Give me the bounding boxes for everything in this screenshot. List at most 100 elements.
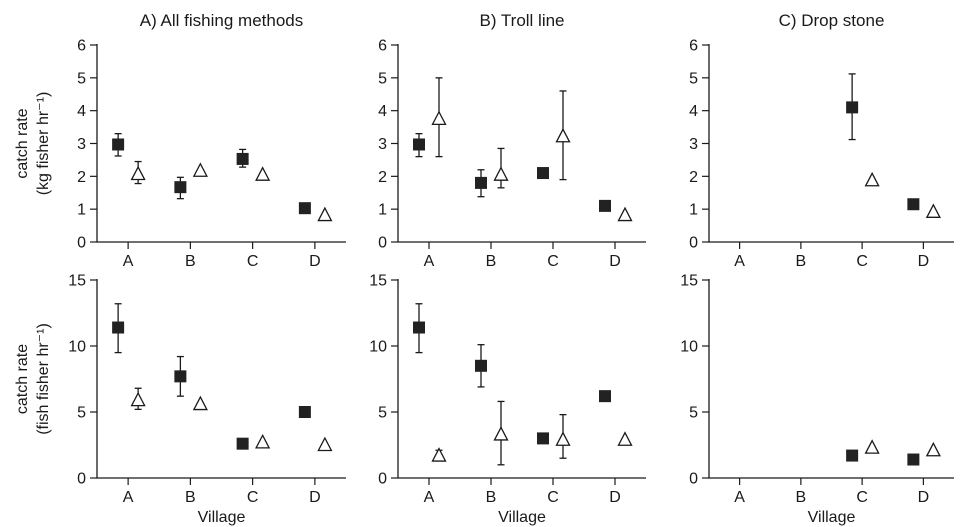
y-tick-label: 15 [369, 273, 387, 290]
data-point-triangle [864, 439, 880, 454]
x-tick-label: D [918, 489, 930, 506]
y-tick-label: 0 [378, 471, 387, 488]
data-point-triangle [317, 436, 333, 452]
y-tick-label: 5 [689, 405, 698, 422]
panel-C_kg: 0 1 2 3 4 5 6 A B C D C) Drop stone [689, 11, 954, 270]
y-tick-label: 5 [378, 70, 387, 87]
y-axis-title-line: catch rate [14, 108, 31, 178]
panel-title: B) Troll line [479, 11, 564, 30]
y-tick-label: 4 [77, 103, 86, 120]
panel-C_fish: 0 5 10 15 A B C D Village [680, 273, 954, 526]
data-point-triangle [130, 165, 146, 181]
data-point-triangle [431, 447, 447, 462]
y-tick-label: 6 [689, 38, 698, 55]
y-tick-label: 10 [680, 339, 698, 356]
y-tick-label: 0 [378, 235, 387, 252]
data-point-square [475, 359, 487, 372]
data-point-triangle [493, 166, 509, 181]
x-tick-label: B [486, 489, 497, 506]
x-tick-label: A [123, 489, 134, 506]
axis-lines [96, 279, 346, 479]
x-tick-label: C [856, 253, 868, 270]
data-point-triangle [130, 391, 146, 407]
x-tick-label: B [185, 489, 196, 506]
x-tick-label: D [918, 253, 930, 270]
panel-A_kg: 0 1 2 3 4 5 6 A B C D A) All fishing methods catch r… [14, 11, 346, 270]
data-point-square [599, 390, 611, 403]
y-tick-label: 2 [378, 169, 387, 186]
x-tick-label: B [796, 253, 807, 270]
data-point-triangle [192, 395, 208, 411]
axis-lines [397, 279, 646, 479]
x-tick-label: D [309, 489, 321, 506]
data-point-triangle [192, 162, 208, 177]
data-point-square [174, 181, 187, 194]
data-point-square [846, 449, 859, 462]
x-tick-label: A [123, 253, 134, 270]
data-point-triangle [431, 110, 447, 126]
data-point-triangle [555, 127, 571, 143]
data-point-square [907, 198, 920, 211]
panel-B_kg: 0 1 2 3 4 5 6 A B C D B) Troll line [378, 11, 646, 270]
y-tick-label: 5 [689, 70, 698, 87]
data-point-triangle [925, 203, 941, 218]
y-tick-label: 2 [689, 169, 698, 186]
x-axis-title: Village [808, 509, 856, 526]
x-tick-label: D [609, 489, 621, 506]
data-point-triangle [255, 433, 271, 449]
x-axis-title: Village [498, 509, 546, 526]
y-tick-label: 0 [77, 235, 86, 252]
data-point-square [112, 321, 125, 334]
y-tick-label: 3 [689, 136, 698, 153]
y-axis-title-line: (fish fisher hr⁻¹) [35, 323, 52, 435]
data-point-square [537, 432, 549, 445]
y-tick-label: 4 [378, 103, 387, 120]
data-point-square [413, 321, 425, 334]
y-tick-label: 3 [378, 136, 387, 153]
data-point-square [174, 370, 187, 383]
y-tick-label: 1 [77, 202, 86, 219]
y-tick-label: 15 [680, 273, 698, 290]
data-point-square [475, 176, 487, 189]
y-tick-label: 6 [77, 38, 86, 55]
data-point-triangle [555, 431, 571, 446]
x-tick-label: B [185, 253, 196, 270]
data-point-square [298, 202, 311, 215]
data-point-square [599, 199, 611, 212]
data-point-triangle [317, 206, 333, 222]
y-axis-title-line: catch rate [14, 344, 31, 414]
data-point-square [298, 406, 311, 418]
x-tick-label: C [247, 489, 259, 506]
y-tick-label: 15 [68, 273, 86, 290]
panel-title: C) Drop stone [779, 11, 885, 30]
data-point-square [236, 152, 249, 165]
y-tick-label: 10 [369, 339, 387, 356]
x-tick-label: C [547, 489, 559, 506]
x-tick-label: D [609, 253, 621, 270]
axis-lines [708, 44, 954, 243]
x-tick-label: A [424, 489, 435, 506]
x-tick-label: B [796, 489, 807, 506]
data-point-square [907, 453, 920, 466]
y-tick-label: 10 [68, 339, 86, 356]
data-point-triangle [864, 171, 880, 187]
data-point-square [236, 437, 249, 450]
panel-B_fish: 0 5 10 15 A B C D Village [369, 273, 646, 526]
x-tick-label: A [734, 253, 745, 270]
y-axis-title-line: (kg fisher hr⁻¹) [35, 92, 52, 196]
y-tick-label: 0 [689, 471, 698, 488]
panel-title: A) All fishing methods [140, 11, 303, 30]
y-tick-label: 0 [77, 471, 86, 488]
x-axis-title: Village [198, 509, 246, 526]
data-point-square [413, 138, 425, 151]
y-tick-label: 0 [689, 235, 698, 252]
x-tick-label: C [247, 253, 259, 270]
y-axis-title: catch rate (fish fisher hr⁻¹) [14, 323, 52, 435]
x-tick-label: A [734, 489, 745, 506]
data-point-triangle [255, 166, 271, 181]
y-tick-label: 5 [77, 70, 86, 87]
y-tick-label: 1 [378, 202, 387, 219]
y-tick-label: 5 [77, 405, 86, 422]
x-tick-label: C [547, 253, 559, 270]
